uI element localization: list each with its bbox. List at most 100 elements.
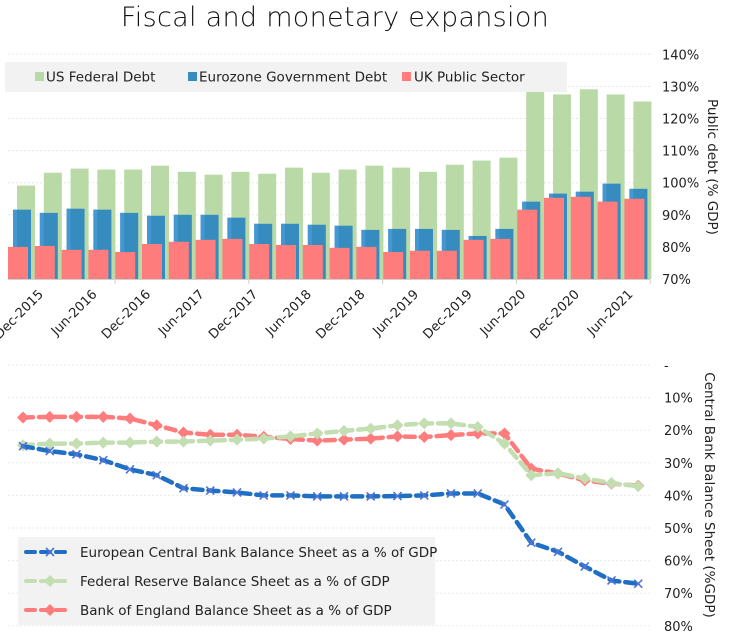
marker-x-stroke (633, 579, 643, 589)
marker-x-stroke (285, 490, 296, 500)
point-fed (418, 417, 431, 430)
point-ecb (285, 490, 296, 500)
y-tick-label: 70% (662, 273, 691, 288)
y-tick-label: 80% (662, 241, 691, 256)
point-fed (525, 469, 538, 482)
marker-x-stroke (45, 446, 55, 456)
y-tick-label: 30% (664, 457, 693, 472)
y-axis-title: Central Bank Balance Sheet (%GDP) (701, 372, 717, 617)
point-fed (632, 480, 645, 493)
bar-eurozone-debt-edge (66, 208, 71, 279)
y-axis-title: Public debt (% GDP) (704, 99, 720, 235)
legend-label: Eurozone Government Debt (199, 70, 387, 86)
point-fed (257, 432, 270, 445)
legend-swatch (402, 72, 411, 81)
marker-x-stroke (98, 455, 108, 465)
marker-x-stroke (71, 449, 82, 459)
point-ecb (178, 483, 189, 493)
point-boe (124, 412, 136, 425)
marker-x-stroke (259, 490, 269, 500)
point-boe (43, 410, 56, 423)
bar-uk-public-sector (517, 209, 538, 279)
point-ecb (125, 464, 135, 474)
point-boe (70, 410, 83, 423)
bar-uk-public-sector (168, 241, 189, 279)
legend-marker (45, 547, 55, 557)
bar-uk-public-sector (329, 247, 350, 279)
marker-x-stroke (553, 547, 563, 557)
marker-x-stroke (178, 483, 189, 493)
bar-uk-public-sector (249, 244, 270, 279)
bottom-axis: - 10% 20% 30% 40% 50% 60% 70% 80% Central Bank Ba… (664, 359, 717, 635)
point-fed (578, 472, 591, 485)
y-tick-label: - (664, 359, 669, 374)
bar-eurozone-debt-edge (93, 209, 98, 279)
x-tick-label: Jun-2021 (584, 287, 636, 339)
y-tick-label: 120% (662, 113, 699, 128)
y-tick-label: 50% (664, 522, 693, 537)
point-boe (177, 426, 190, 439)
legend-marker (44, 604, 56, 616)
point-ecb (580, 561, 590, 572)
point-ecb (312, 491, 322, 501)
marker-x-stroke (339, 491, 349, 501)
bar-uk-public-sector (115, 252, 136, 279)
point-fed (364, 422, 377, 435)
point-ecb (446, 488, 456, 499)
bar-uk-public-sector (88, 249, 109, 279)
bar-eurozone-debt-edge (120, 212, 125, 279)
marker-x-stroke (419, 490, 429, 500)
bottom-legend: European Central Bank Balance Sheet as a… (18, 537, 437, 625)
bar-uk-public-sector (544, 197, 564, 279)
y-tick-label: 140% (662, 48, 699, 63)
legend-label: Bank of England Balance Sheet as a % of … (80, 603, 392, 619)
bottom-lines (17, 410, 645, 589)
point-ecb (366, 491, 376, 501)
x-tick-label: Dec-2015 (0, 287, 47, 342)
y-tick-label: 100% (662, 177, 699, 192)
marker-x-stroke (526, 538, 536, 548)
y-tick-label: 80% (664, 620, 693, 635)
marker-x-stroke (580, 561, 590, 572)
y-tick-label: 90% (662, 209, 691, 224)
legend-label: UK Public Sector (414, 70, 525, 86)
point-ecb (98, 455, 108, 465)
y-tick-label: 40% (664, 489, 693, 504)
x-tick-label: Dec-2017 (206, 287, 261, 342)
line-fed (20, 421, 641, 489)
point-ecb (18, 441, 28, 451)
bar-uk-public-sector (436, 250, 457, 279)
point-ecb (45, 446, 55, 456)
point-fed (43, 437, 56, 450)
legend-box (18, 537, 435, 625)
point-boe (364, 432, 377, 445)
marker-x-stroke (152, 470, 162, 480)
point-boe (338, 433, 350, 446)
point-ecb (606, 575, 617, 586)
marker-x-stroke (312, 491, 322, 501)
bar-uk-public-sector (570, 196, 591, 279)
x-tick-label: Dec-2020 (528, 287, 583, 342)
bar-uk-public-sector (302, 244, 323, 279)
point-fed (391, 419, 404, 432)
y-tick-label: 130% (662, 80, 699, 95)
marker-x-stroke (125, 464, 135, 474)
y-tick-label: 20% (664, 424, 693, 439)
point-ecb (205, 485, 215, 496)
marker-x-stroke (606, 575, 617, 586)
marker-x-stroke (45, 547, 55, 557)
line-ecb (20, 443, 641, 586)
point-boe (311, 434, 324, 447)
legend-swatch (188, 72, 197, 81)
point-fed (231, 433, 243, 446)
point-boe (97, 410, 110, 423)
y-tick-label: 10% (664, 392, 693, 407)
point-fed (97, 436, 110, 449)
x-tick-label: Jun-2020 (477, 287, 529, 339)
point-fed (70, 437, 83, 450)
point-boe (445, 429, 457, 442)
point-ecb (526, 538, 536, 548)
bar-uk-public-sector (356, 246, 377, 279)
point-fed (471, 420, 484, 433)
